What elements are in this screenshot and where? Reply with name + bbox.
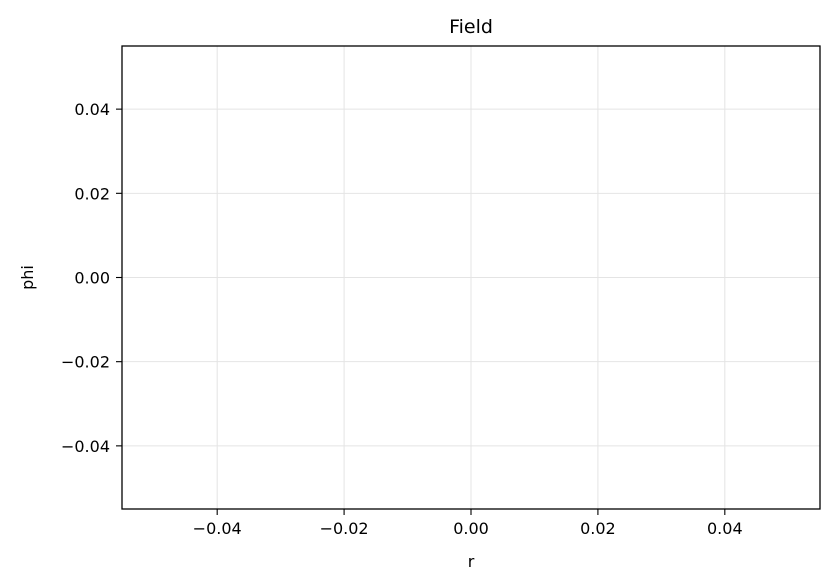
y-tick-label: 0.04 [74, 100, 110, 119]
chart-title: Field [449, 16, 493, 38]
x-tick-label: −0.04 [193, 519, 242, 538]
x-tick-label: 0.00 [453, 519, 489, 538]
grid [122, 46, 820, 509]
y-tick-label: −0.04 [61, 437, 110, 456]
y-tick-label: −0.02 [61, 353, 110, 372]
y-axis-label: phi [18, 265, 37, 290]
x-tick-label: 0.02 [580, 519, 616, 538]
x-tick-label: 0.04 [707, 519, 743, 538]
y-tick-label: 0.00 [74, 269, 110, 288]
x-axis-label: r [468, 552, 475, 571]
ticks: −0.04 −0.02 0.00 0.02 0.04 −0.04 −0.02 0.00 0.02… [61, 100, 743, 538]
y-tick-label: 0.02 [74, 184, 110, 203]
x-tick-label: −0.02 [320, 519, 369, 538]
